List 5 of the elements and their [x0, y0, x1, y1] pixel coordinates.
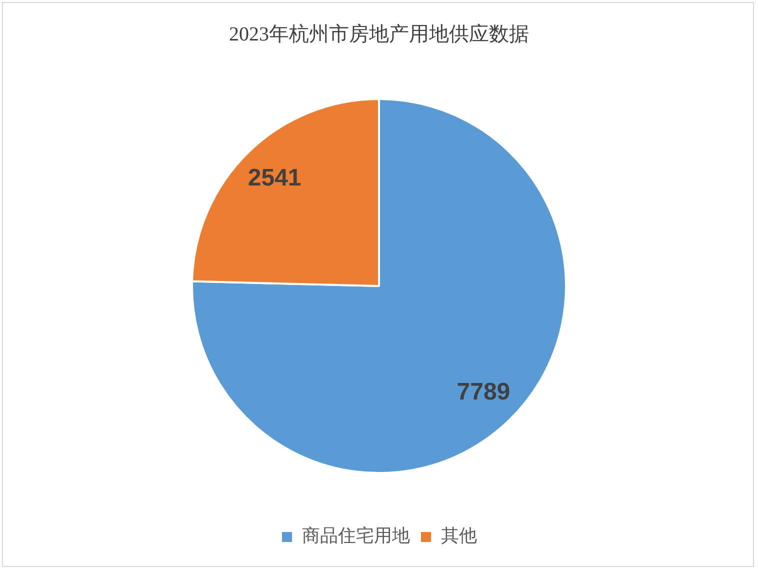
legend-label: 商品住宅用地: [302, 526, 410, 547]
data-label: 2541: [248, 164, 302, 192]
data-label: 7789: [456, 378, 510, 406]
chart-title: 2023年杭州市房地产用地供应数据: [229, 23, 529, 46]
legend-label: 其他: [441, 526, 477, 547]
